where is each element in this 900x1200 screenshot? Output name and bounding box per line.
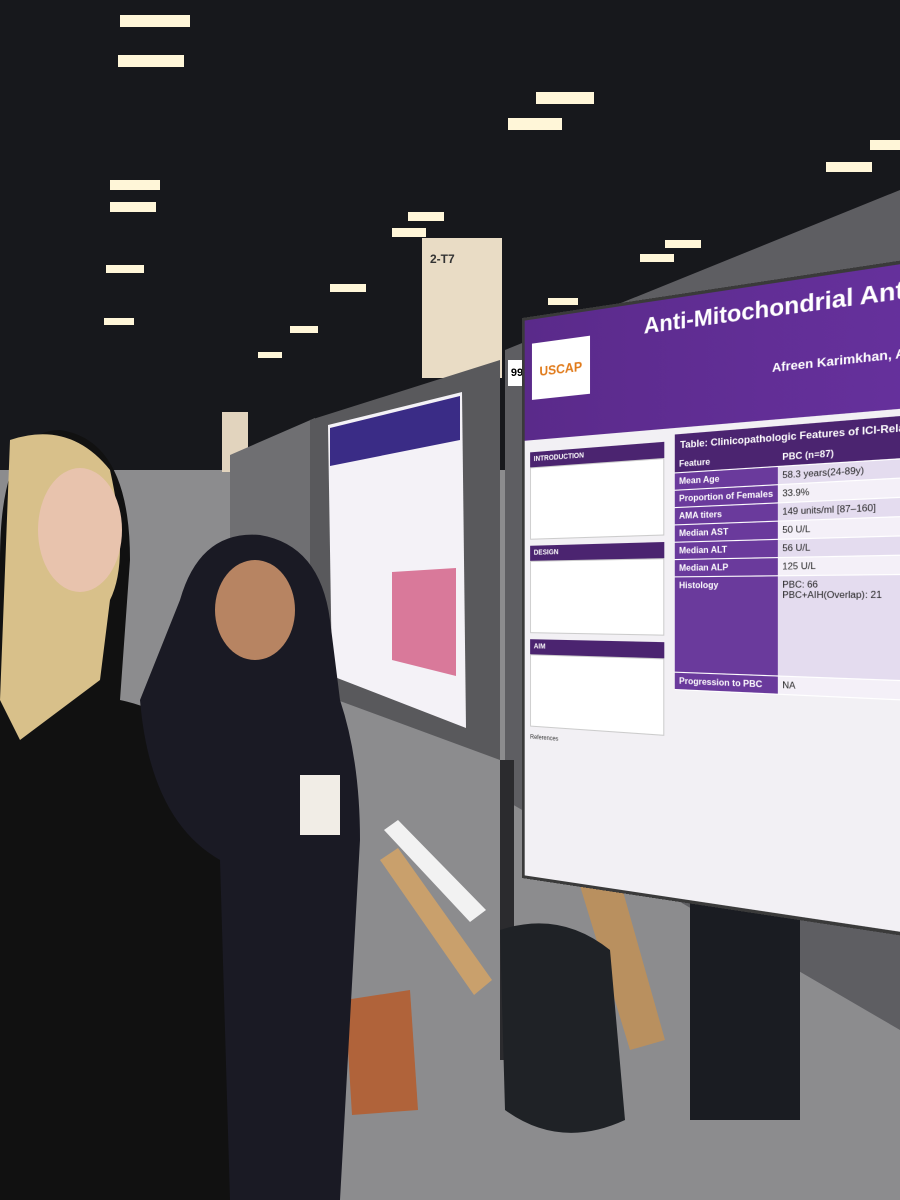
face [38, 468, 122, 592]
poster-tube [380, 848, 492, 995]
coffee-cup [300, 775, 340, 835]
ceiling-lights [104, 15, 900, 358]
feature-cell: Histology [674, 575, 778, 676]
person-presenter [140, 534, 360, 1200]
table-cell: NA [777, 675, 900, 705]
table-row: Progression to PBC NA [674, 672, 900, 714]
section-body [530, 654, 665, 736]
table-cell: PBC: 66 PBC+AIH(Overlap): 21 [777, 573, 900, 685]
feature-cell: Median ALP [674, 557, 778, 577]
table-cell: 125 U/L [777, 553, 900, 576]
cell-line: PBC: 66 [782, 579, 818, 591]
pillar [422, 238, 502, 378]
poster: USCAP Anti-Mitochondrial Antibody Positi… [522, 212, 900, 984]
section-body [530, 457, 665, 540]
pillar-sign: 2-T7 [430, 252, 455, 266]
poster-wrap: USCAP Anti-Mitochondrial Antibody Positi… [522, 212, 900, 984]
neighbor-poster-header [330, 396, 460, 466]
feature-cell: Progression to PBC [674, 672, 778, 695]
board-number: 99 [508, 360, 526, 386]
feature-cell: Median ALT [674, 539, 778, 560]
section-body [530, 558, 665, 636]
logo: USCAP [531, 335, 591, 400]
table-area: Table: Clinicopathologic Features of ICI… [671, 383, 900, 983]
handbag [345, 990, 418, 1115]
left-column: INTRODUCTION DESIGN AIM References [525, 428, 671, 903]
references-label: References [530, 734, 559, 743]
face [215, 560, 295, 660]
person-legs [690, 900, 800, 1120]
poster-tube [384, 820, 486, 922]
cell-line: PBC+AIH(Overlap): 21 [782, 589, 882, 601]
backpack [500, 923, 625, 1133]
neighbor-poster-image [392, 568, 456, 676]
